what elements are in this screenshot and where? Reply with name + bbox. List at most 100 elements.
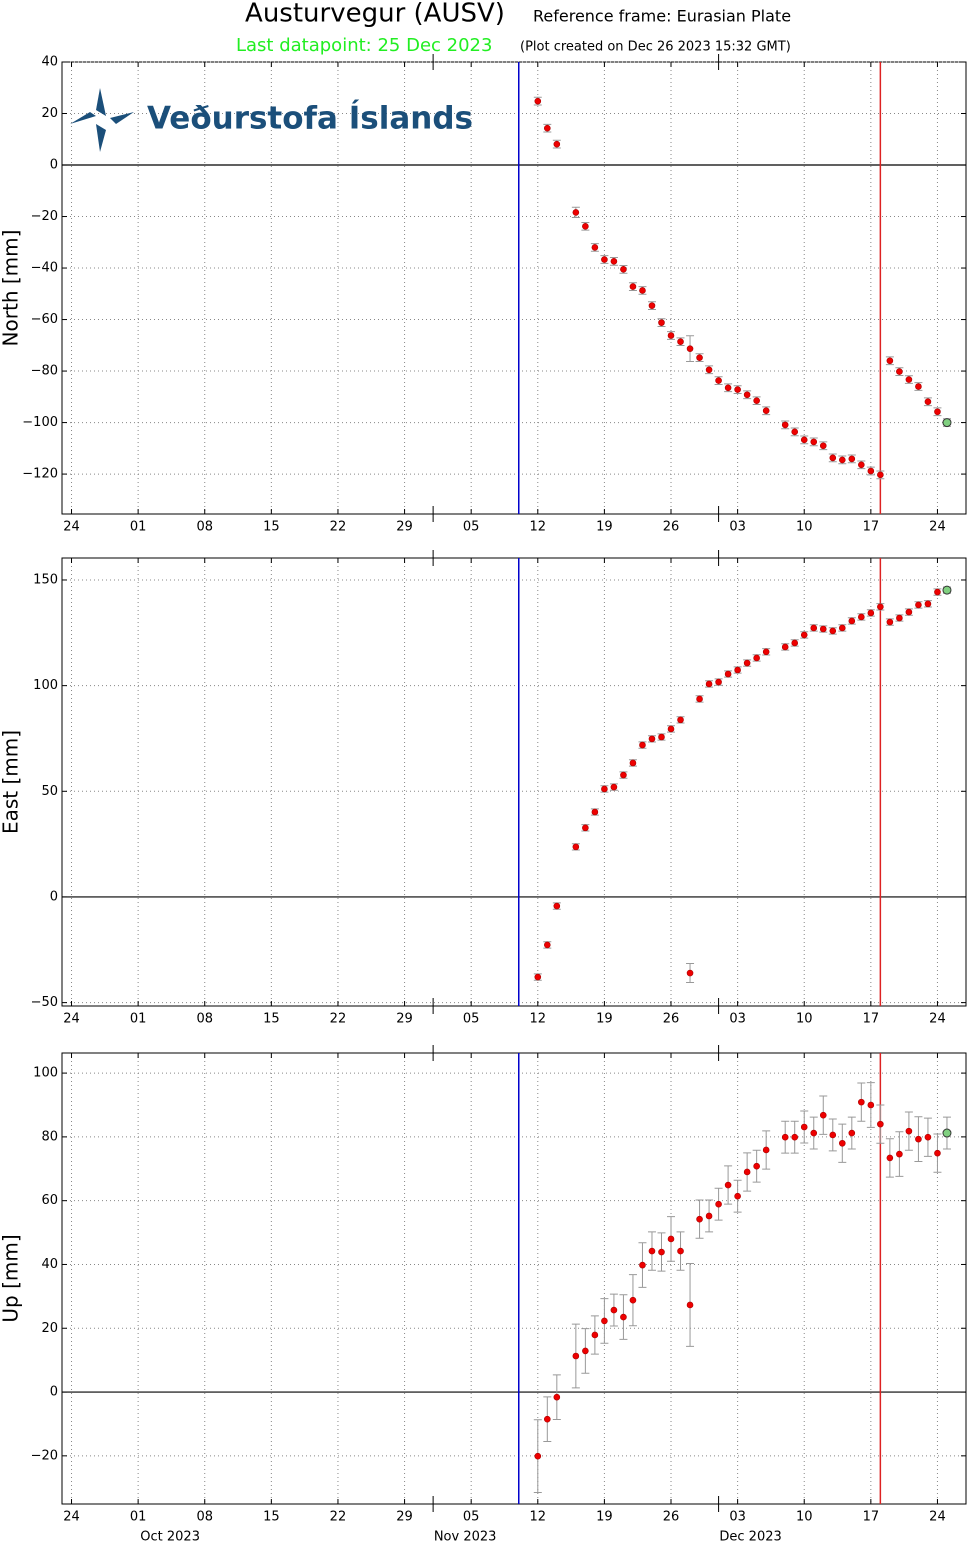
x-tick-label: 24 (929, 520, 946, 535)
x-tick-label: 19 (596, 1012, 613, 1027)
data-point (629, 283, 637, 290)
x-tick-label: 24 (929, 1510, 946, 1525)
data-point (905, 608, 913, 616)
y-tick-label: −20 (31, 1448, 58, 1463)
data-point (781, 421, 789, 429)
data-point (696, 1215, 703, 1223)
data-point (591, 1331, 599, 1339)
data-point (743, 391, 751, 399)
x-tick-label: 03 (729, 520, 746, 535)
data-point (724, 384, 732, 392)
month-label: Dec 2023 (719, 1530, 781, 1544)
data-point (544, 124, 551, 132)
data-point (886, 357, 894, 365)
data-point (838, 1139, 846, 1147)
x-tick-label: 24 (63, 1510, 80, 1525)
data-point (896, 1150, 903, 1158)
data-point (800, 631, 808, 639)
y-tick-label: 40 (41, 55, 58, 70)
x-tick-label: 29 (396, 1012, 413, 1027)
data-point (686, 1301, 694, 1309)
y-tick-label: −120 (22, 467, 58, 482)
x-tick-label: 08 (196, 520, 213, 535)
y-axis-label: Up [mm] (0, 1234, 23, 1322)
data-point (734, 1192, 741, 1200)
data-point (838, 456, 846, 464)
data-point (696, 695, 703, 703)
x-tick-label: 29 (396, 520, 413, 535)
data-point (896, 368, 903, 375)
logo-icon (96, 124, 106, 152)
x-tick-label: 10 (796, 1510, 813, 1525)
y-tick-label: 150 (33, 572, 58, 587)
data-point (867, 467, 875, 475)
y-tick-label: −50 (31, 995, 58, 1010)
x-tick-label: 26 (663, 1012, 680, 1027)
x-tick-label: 17 (863, 1510, 880, 1525)
data-point (743, 1168, 751, 1176)
data-point (819, 1111, 827, 1119)
data-point (620, 266, 627, 273)
y-tick-label: −60 (31, 312, 58, 327)
data-point (724, 1181, 732, 1189)
data-point (838, 624, 846, 632)
data-point (572, 209, 580, 216)
data-point (715, 1200, 722, 1208)
data-point (620, 1313, 627, 1321)
data-point (553, 140, 561, 148)
data-point (705, 1212, 713, 1220)
data-point (639, 1261, 646, 1269)
data-point (591, 244, 599, 251)
data-point (658, 733, 665, 741)
data-point (753, 397, 760, 404)
data-point (534, 1452, 542, 1460)
y-tick-label: 20 (41, 1321, 58, 1336)
data-point (924, 398, 932, 406)
data-point (819, 625, 827, 633)
y-tick-label: 50 (41, 784, 58, 799)
data-point (582, 824, 589, 832)
x-tick-label: 29 (396, 1510, 413, 1525)
data-point (829, 454, 837, 462)
data-point (915, 1135, 922, 1143)
data-point (886, 1154, 894, 1162)
y-tick-label: 0 (50, 889, 58, 904)
data-point (753, 1162, 760, 1170)
data-point (601, 256, 608, 263)
data-point (734, 666, 741, 674)
data-point (534, 973, 542, 981)
data-point (677, 716, 684, 724)
plot-created: (Plot created on Dec 26 2023 15:32 GMT) (520, 40, 791, 55)
x-tick-label: 12 (530, 1510, 547, 1525)
x-tick-label: 15 (263, 1012, 280, 1027)
x-tick-label: 19 (596, 520, 613, 535)
data-point (705, 366, 713, 374)
y-tick-label: 100 (33, 678, 58, 693)
x-tick-label: 12 (530, 1012, 547, 1027)
data-point (762, 648, 770, 656)
x-tick-label: 05 (463, 1510, 480, 1525)
data-point (829, 627, 837, 635)
data-point (800, 436, 808, 444)
data-point (848, 455, 856, 463)
data-point (534, 97, 542, 105)
y-tick-label: 100 (33, 1066, 58, 1081)
data-point (934, 588, 941, 596)
logo: Veðurstofa Íslands (70, 88, 473, 152)
x-tick-label: 22 (330, 1012, 347, 1027)
x-tick-label: 03 (729, 1510, 746, 1525)
data-point (924, 1133, 932, 1141)
data-point (582, 223, 589, 230)
logo-icon (110, 112, 134, 124)
x-tick-label: 15 (263, 520, 280, 535)
data-point (620, 771, 627, 779)
data-point (610, 783, 618, 791)
data-point (877, 603, 884, 611)
data-point (696, 354, 703, 361)
data-point (686, 345, 694, 352)
data-point (810, 1129, 818, 1137)
data-point (677, 338, 684, 345)
data-point (572, 843, 580, 851)
x-tick-label: 05 (463, 520, 480, 535)
